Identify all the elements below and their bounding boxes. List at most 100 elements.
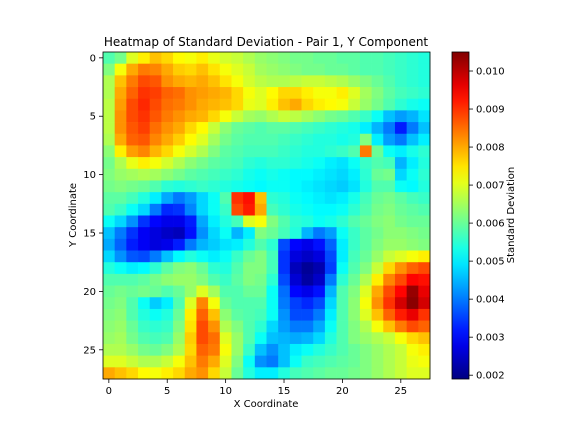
heatmap-cell bbox=[114, 367, 127, 380]
heatmap-cell bbox=[324, 168, 337, 181]
heatmap-cell bbox=[383, 52, 396, 65]
heatmap-cell bbox=[394, 133, 407, 146]
heatmap-cell bbox=[383, 343, 396, 356]
heatmap-cell bbox=[313, 285, 326, 298]
heatmap-cell bbox=[278, 238, 291, 251]
heatmap-cell bbox=[219, 168, 232, 181]
heatmap-cell bbox=[383, 238, 396, 251]
heatmap-cell bbox=[231, 238, 244, 251]
heatmap-cell bbox=[301, 192, 314, 205]
heatmap-cell bbox=[394, 355, 407, 368]
heatmap-cell bbox=[336, 320, 349, 333]
heatmap-cell bbox=[231, 332, 244, 345]
y-tick-label: 10 bbox=[83, 170, 96, 181]
heatmap-cell bbox=[254, 75, 267, 88]
heatmap-cell bbox=[138, 320, 151, 333]
heatmap-cell bbox=[418, 145, 431, 158]
heatmap-cell bbox=[394, 308, 407, 321]
heatmap-cell bbox=[114, 215, 127, 228]
heatmap-cell bbox=[173, 75, 186, 88]
heatmap-cell bbox=[254, 63, 267, 76]
heatmap-cell bbox=[394, 250, 407, 263]
heatmap-cell bbox=[394, 180, 407, 193]
heatmap-cell bbox=[418, 215, 431, 228]
heatmap-cell bbox=[243, 98, 256, 111]
heatmap-cell bbox=[196, 63, 209, 76]
heatmap-cell bbox=[324, 355, 337, 368]
heatmap-cell bbox=[184, 250, 197, 263]
heatmap-cell bbox=[103, 250, 116, 263]
heatmap-cell bbox=[219, 122, 232, 135]
heatmap-cell bbox=[359, 285, 372, 298]
heatmap-cell bbox=[114, 203, 127, 216]
heatmap-cell bbox=[103, 320, 116, 333]
heatmap-cell bbox=[114, 332, 127, 345]
heatmap-cell bbox=[266, 215, 279, 228]
heatmap-cell bbox=[138, 215, 151, 228]
heatmap-cell bbox=[196, 250, 209, 263]
heatmap-cell bbox=[383, 168, 396, 181]
heatmap-cell bbox=[161, 343, 174, 356]
heatmap-cell bbox=[359, 133, 372, 146]
heatmap-cell bbox=[371, 215, 384, 228]
heatmap-cell bbox=[289, 308, 302, 321]
heatmap-cell bbox=[394, 110, 407, 123]
heatmap-cell bbox=[114, 75, 127, 88]
heatmap-cell bbox=[196, 262, 209, 275]
heatmap-cell bbox=[348, 285, 361, 298]
heatmap-cell bbox=[138, 332, 151, 345]
heatmap-cell bbox=[231, 343, 244, 356]
heatmap-cell bbox=[219, 87, 232, 100]
heatmap-cell bbox=[359, 98, 372, 111]
heatmap-cell bbox=[418, 355, 431, 368]
heatmap-cell bbox=[138, 75, 151, 88]
heatmap-cell bbox=[336, 355, 349, 368]
heatmap-cell bbox=[394, 367, 407, 380]
heatmap-cell bbox=[336, 238, 349, 251]
colorbar-tick-label: 0.010 bbox=[476, 67, 505, 78]
heatmap-cell bbox=[371, 297, 384, 310]
heatmap-cell bbox=[126, 110, 139, 123]
heatmap-cell bbox=[243, 180, 256, 193]
heatmap-cell bbox=[348, 180, 361, 193]
heatmap-cell bbox=[278, 262, 291, 275]
heatmap-cell bbox=[371, 87, 384, 100]
heatmap-cell bbox=[359, 250, 372, 263]
heatmap-cell bbox=[371, 75, 384, 88]
heatmap-cell bbox=[254, 157, 267, 170]
heatmap-cell bbox=[278, 63, 291, 76]
heatmap-cell bbox=[383, 75, 396, 88]
heatmap-cell bbox=[219, 285, 232, 298]
heatmap-cell bbox=[114, 98, 127, 111]
heatmap-cell bbox=[313, 250, 326, 263]
heatmap-cell bbox=[336, 273, 349, 286]
heatmap-cell bbox=[336, 168, 349, 181]
heatmap-cell bbox=[149, 63, 162, 76]
heatmap-cell bbox=[394, 320, 407, 333]
heatmap-cell bbox=[348, 320, 361, 333]
heatmap-cell bbox=[289, 285, 302, 298]
heatmap-cell bbox=[103, 145, 116, 158]
heatmap-cell bbox=[219, 192, 232, 205]
heatmap-cell bbox=[418, 238, 431, 251]
x-tick-label: 20 bbox=[336, 386, 349, 397]
heatmap-cell bbox=[173, 227, 186, 240]
heatmap-cell bbox=[266, 297, 279, 310]
heatmap-cell bbox=[196, 367, 209, 380]
heatmap-cell bbox=[371, 367, 384, 380]
heatmap-cell bbox=[219, 262, 232, 275]
heatmap-cell bbox=[394, 332, 407, 345]
heatmap-cell bbox=[289, 215, 302, 228]
heatmap-cell bbox=[418, 52, 431, 65]
heatmap-cell bbox=[103, 343, 116, 356]
heatmap-cell bbox=[418, 250, 431, 263]
heatmap-cell bbox=[161, 227, 174, 240]
heatmap-cell bbox=[138, 87, 151, 100]
heatmap-cell bbox=[301, 52, 314, 65]
heatmap-cell bbox=[406, 285, 419, 298]
colorbar-tick-label: 0.009 bbox=[476, 105, 505, 116]
heatmap-cell bbox=[289, 98, 302, 111]
heatmap-cell bbox=[406, 227, 419, 240]
heatmap-cell bbox=[254, 332, 267, 345]
heatmap-cell bbox=[149, 157, 162, 170]
